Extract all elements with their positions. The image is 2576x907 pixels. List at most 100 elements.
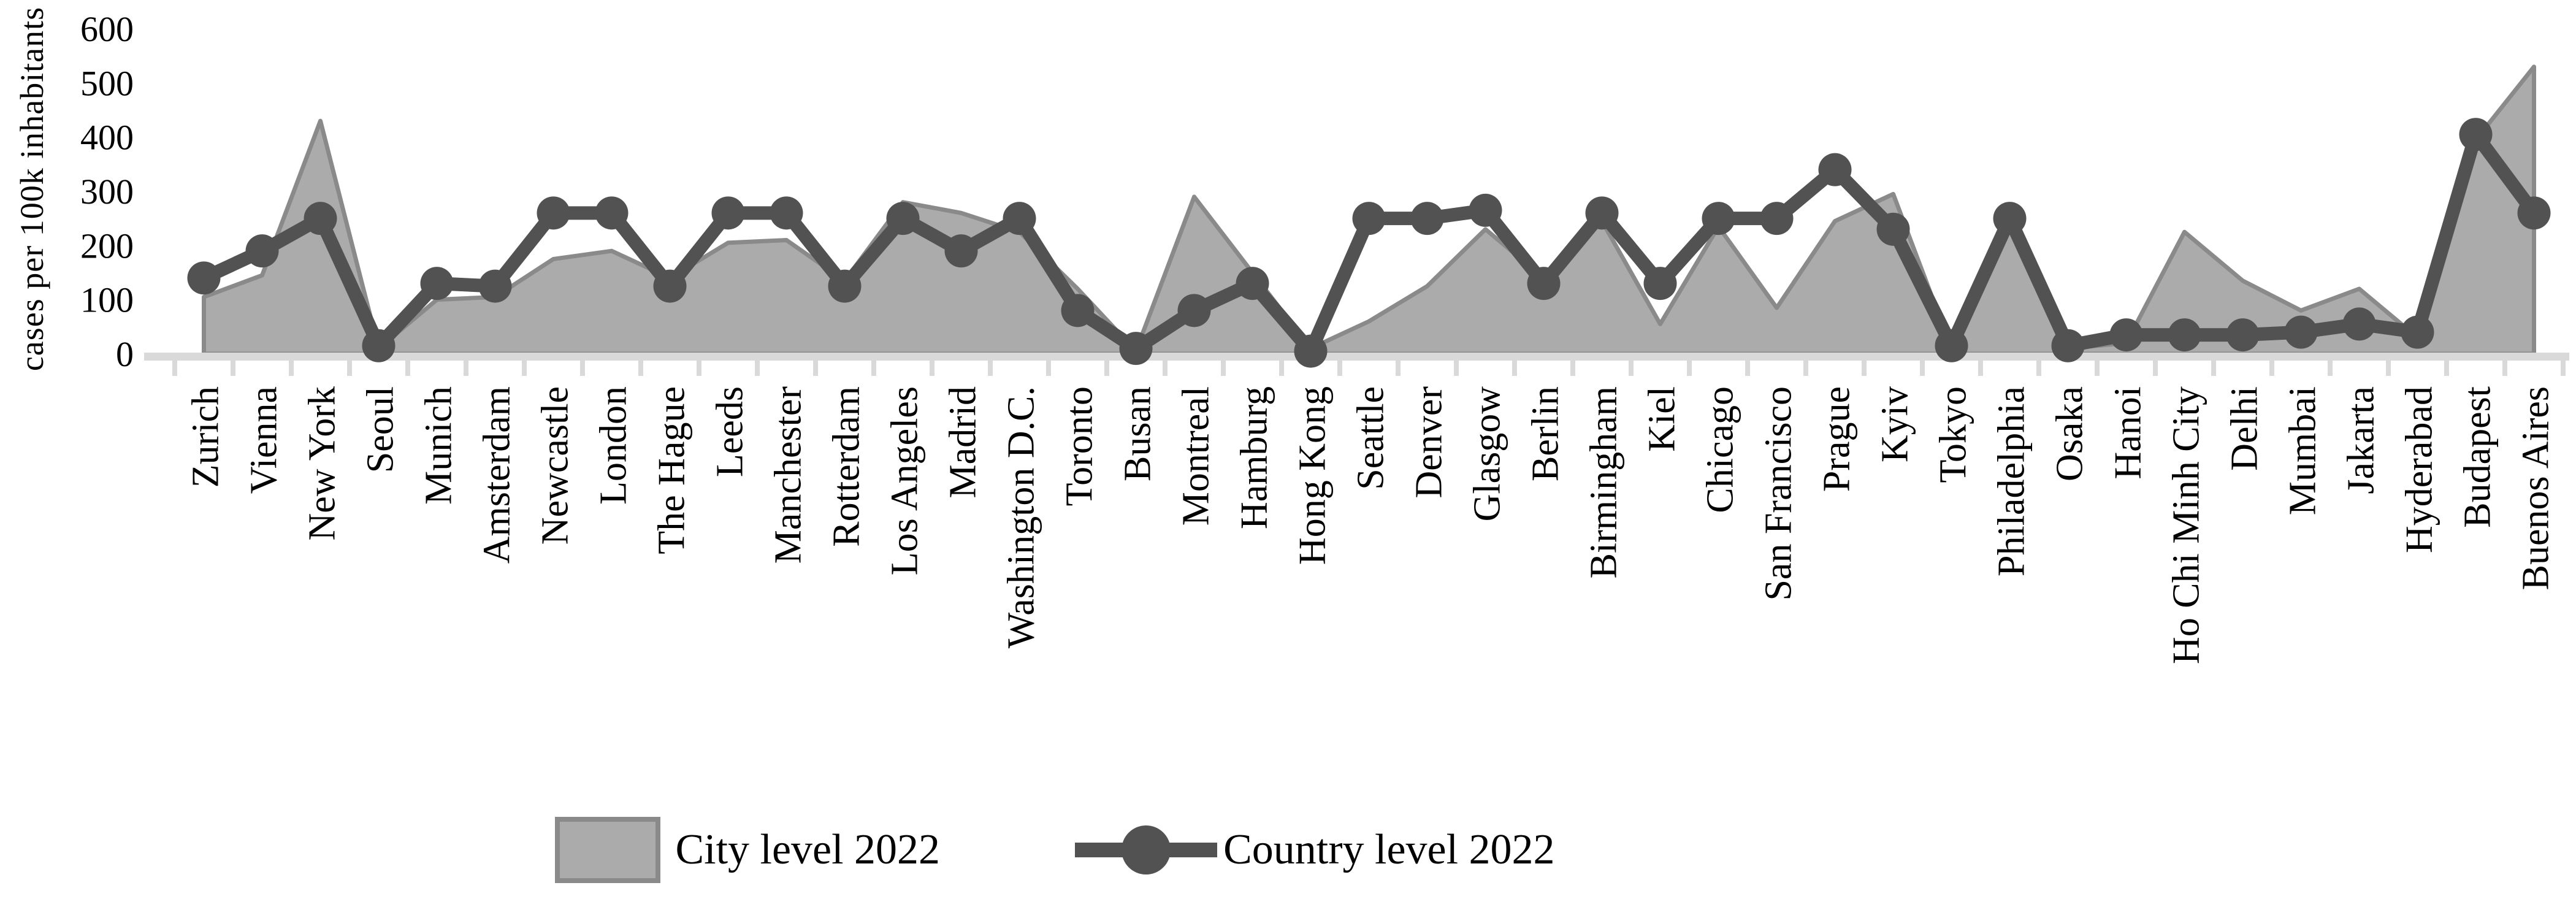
data-point-marker [1177, 294, 1211, 327]
y-tick-label: 600 [80, 9, 134, 49]
x-tick-label: Kiel [1642, 386, 1683, 452]
data-point-marker [2109, 318, 2143, 352]
x-axis-tick [405, 356, 410, 376]
data-point-marker [2168, 318, 2201, 352]
x-tick-label: Prague [1816, 386, 1858, 492]
x-axis-tick [1862, 356, 1867, 376]
x-tick-label: Hamburg [1234, 386, 1275, 529]
x-tick-label: Hyderabad [2399, 386, 2440, 553]
y-tick-label: 300 [80, 172, 134, 212]
x-axis-tick [2328, 356, 2333, 376]
x-axis-tick [755, 356, 760, 376]
data-point-marker [362, 329, 396, 362]
legend-marker [1122, 825, 1171, 874]
data-point-marker [1702, 202, 1735, 235]
x-axis-tick [2269, 356, 2274, 376]
x-tick-label: Amsterdam [476, 386, 518, 564]
data-point-marker [1119, 332, 1153, 365]
data-point-marker [187, 261, 221, 295]
x-tick-label: The Hague [651, 386, 693, 554]
data-point-marker [2401, 315, 2434, 349]
y-tick-label: 0 [116, 334, 134, 374]
x-axis-tick [1279, 356, 1284, 376]
data-point-marker [1527, 267, 1561, 300]
data-point-marker [2342, 307, 2376, 341]
data-point-marker [1643, 267, 1677, 300]
data-point-marker [1760, 202, 1794, 235]
data-point-marker [886, 202, 920, 235]
x-tick-label: London [593, 386, 635, 505]
x-axis-tick [2153, 356, 2158, 376]
x-axis-tick [2561, 356, 2566, 376]
x-axis-tick [813, 356, 818, 376]
city-level-area-swatch [555, 817, 661, 883]
data-point-marker [245, 234, 279, 268]
data-point-marker [1935, 329, 1968, 362]
country-level-line-swatch [1075, 825, 1218, 874]
legend-item-country: Country level 2022 [1075, 816, 1555, 884]
x-axis-tick [697, 356, 701, 376]
legend: City level 2022 Country level 2022 [0, 816, 2576, 884]
x-tick-label: Leeds [709, 386, 751, 477]
data-point-marker [2284, 315, 2318, 349]
legend-city-label: City level 2022 [675, 826, 941, 873]
x-axis-tick [289, 356, 294, 376]
x-tick-label: Toronto [1059, 386, 1101, 506]
y-tick-label: 100 [80, 280, 134, 320]
data-point-marker [304, 202, 337, 235]
x-axis-tick [172, 356, 177, 376]
x-axis-line [144, 353, 2569, 361]
x-axis-tick [1745, 356, 1750, 376]
x-tick-label: Montreal [1175, 386, 1217, 526]
x-axis-tick [871, 356, 876, 376]
data-point-marker [2051, 329, 2085, 362]
x-axis-tick [1803, 356, 1808, 376]
x-axis-tick [1163, 356, 1168, 376]
x-tick-label: Zurich [185, 386, 227, 488]
data-point-marker [537, 196, 570, 230]
x-tick-label: Seoul [360, 386, 402, 473]
x-axis-tick [638, 356, 643, 376]
x-axis-tick [580, 356, 585, 376]
x-axis-tick [231, 356, 235, 376]
x-tick-label: Vienna [243, 386, 285, 494]
legend-item-city: City level 2022 [555, 817, 940, 883]
data-point-marker [595, 196, 629, 230]
data-point-marker [944, 234, 978, 268]
x-tick-label: Budapest [2457, 386, 2499, 528]
data-point-marker [711, 196, 745, 230]
data-point-marker [1818, 153, 1852, 186]
legend-country-label: Country level 2022 [1223, 826, 1555, 873]
x-axis-tick [1687, 356, 1692, 376]
x-axis-tick [2444, 356, 2449, 376]
x-axis-tick [1337, 356, 1342, 376]
data-point-marker [1585, 196, 1619, 230]
x-tick-label: Hong Kong [1292, 386, 1334, 565]
x-axis-tick [1629, 356, 1634, 376]
y-tick-label: 200 [80, 226, 134, 266]
x-axis-tick [2211, 356, 2216, 376]
data-point-marker [420, 267, 454, 300]
data-point-marker [653, 269, 687, 303]
x-axis-tick [1046, 356, 1051, 376]
x-tick-label: Glasgow [1467, 386, 1508, 522]
x-axis-tick [1396, 356, 1401, 376]
data-point-marker [1352, 202, 1386, 235]
x-tick-label: Newcastle [535, 386, 576, 545]
data-point-marker [1003, 202, 1036, 235]
y-axis-title: cases per 100k inhabitants [13, 6, 50, 372]
x-tick-label: Los Angeles [884, 386, 926, 575]
data-point-marker [828, 269, 862, 303]
x-tick-label: Philadelphia [1991, 386, 2033, 576]
data-point-marker [2459, 118, 2493, 151]
x-tick-label: Munich [418, 386, 460, 505]
data-point-marker [1876, 212, 1910, 246]
x-axis-tick [930, 356, 934, 376]
data-point-marker [1236, 267, 1269, 300]
y-tick-label: 500 [80, 63, 134, 103]
x-axis-tick [2036, 356, 2041, 376]
x-tick-label: Jakarta [2341, 386, 2382, 494]
data-point-marker [1469, 193, 1502, 227]
x-axis-tick [1570, 356, 1575, 376]
